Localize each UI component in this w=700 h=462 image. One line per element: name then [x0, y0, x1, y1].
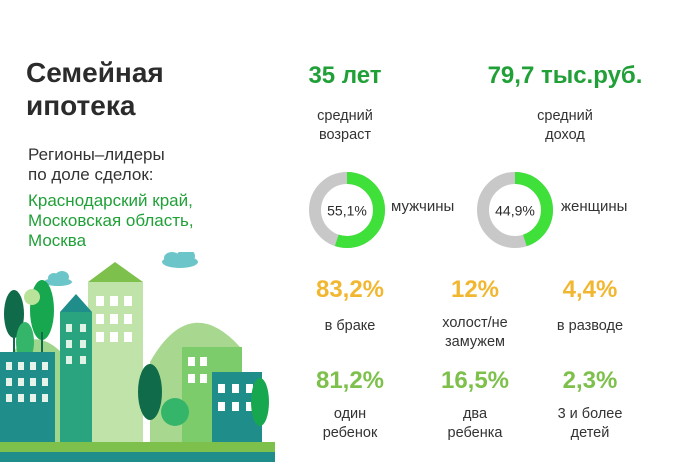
- average-income-value: 79,7 тыс.руб.: [487, 62, 643, 89]
- building-windows: [96, 296, 132, 342]
- average-income-label: средний доход: [520, 107, 610, 145]
- donut-men-label: мужчины: [391, 198, 455, 215]
- page-title: Семейная ипотека: [26, 56, 164, 122]
- three-plus-children-value: 2,3%: [562, 367, 618, 394]
- region-item: Московская область,: [28, 211, 194, 230]
- three-plus-children-label: 3 и более детей: [540, 405, 640, 443]
- donut-value: 44,9%: [495, 203, 535, 219]
- regions-heading-line: Регионы–лидеры: [28, 145, 165, 164]
- building-windows: [6, 362, 48, 402]
- building-windows: [66, 324, 86, 364]
- tree-icon: [161, 398, 189, 426]
- label-line: ребенок: [322, 425, 378, 441]
- one-child-label: один ребенок: [300, 405, 400, 443]
- building-roof: [88, 262, 143, 282]
- ground-shape: [0, 452, 275, 462]
- donut-arc: [477, 172, 553, 248]
- donut-arc: [309, 172, 385, 248]
- label-line: в разводе: [556, 318, 624, 334]
- two-children-value: 16,5%: [440, 367, 510, 394]
- label-line: замужем: [445, 334, 505, 350]
- building-shape: [88, 282, 143, 462]
- label-line: один: [333, 406, 367, 422]
- title-line: Семейная: [26, 57, 164, 88]
- label-line: средний: [317, 108, 373, 124]
- label-line: доход: [545, 127, 585, 143]
- tree-icon: [24, 289, 40, 305]
- label-line: детей: [570, 425, 610, 441]
- one-child-value: 81,2%: [315, 367, 385, 394]
- label-line: два: [462, 406, 488, 422]
- divorced-value: 4,4%: [562, 276, 618, 303]
- tree-icon: [4, 290, 24, 362]
- label-line: средний: [537, 108, 593, 124]
- label-line: в браке: [324, 318, 376, 334]
- building-windows: [188, 357, 253, 411]
- city-landscape-illustration: [0, 252, 275, 462]
- cloud-icon: [44, 271, 72, 286]
- tree-icon: [138, 364, 162, 420]
- divorced-label: в разводе: [540, 317, 640, 336]
- title-line: ипотека: [26, 90, 136, 121]
- regions-heading-line: по доле сделок:: [28, 165, 154, 184]
- region-item: Краснодарский край,: [28, 191, 193, 210]
- donut-women-label: женщины: [561, 198, 628, 215]
- label-line: возраст: [318, 127, 372, 143]
- label-line: 3 и более: [557, 406, 623, 422]
- average-age-label: средний возраст: [290, 107, 400, 145]
- label-line: ребенка: [447, 425, 503, 441]
- tree-icon: [251, 378, 269, 426]
- regions-list: Краснодарский край, Московская область, …: [28, 191, 194, 251]
- donut-women: 44,9%: [477, 172, 553, 248]
- donut-value: 55,1%: [327, 203, 367, 219]
- donut-men: 55,1%: [309, 172, 385, 248]
- region-item: Москва: [28, 231, 87, 250]
- married-label: в браке: [300, 317, 400, 336]
- average-age-value: 35 лет: [308, 62, 382, 89]
- cloud-icon: [162, 252, 198, 268]
- label-line: холост/не: [442, 315, 508, 331]
- regions-heading: Регионы–лидеры по доле сделок:: [28, 145, 165, 185]
- single-label: холост/не замужем: [425, 314, 525, 352]
- single-value: 12%: [450, 276, 500, 303]
- building-shape: [60, 312, 92, 462]
- building-roof: [60, 294, 92, 312]
- married-value: 83,2%: [315, 276, 385, 303]
- two-children-label: два ребенка: [425, 405, 525, 443]
